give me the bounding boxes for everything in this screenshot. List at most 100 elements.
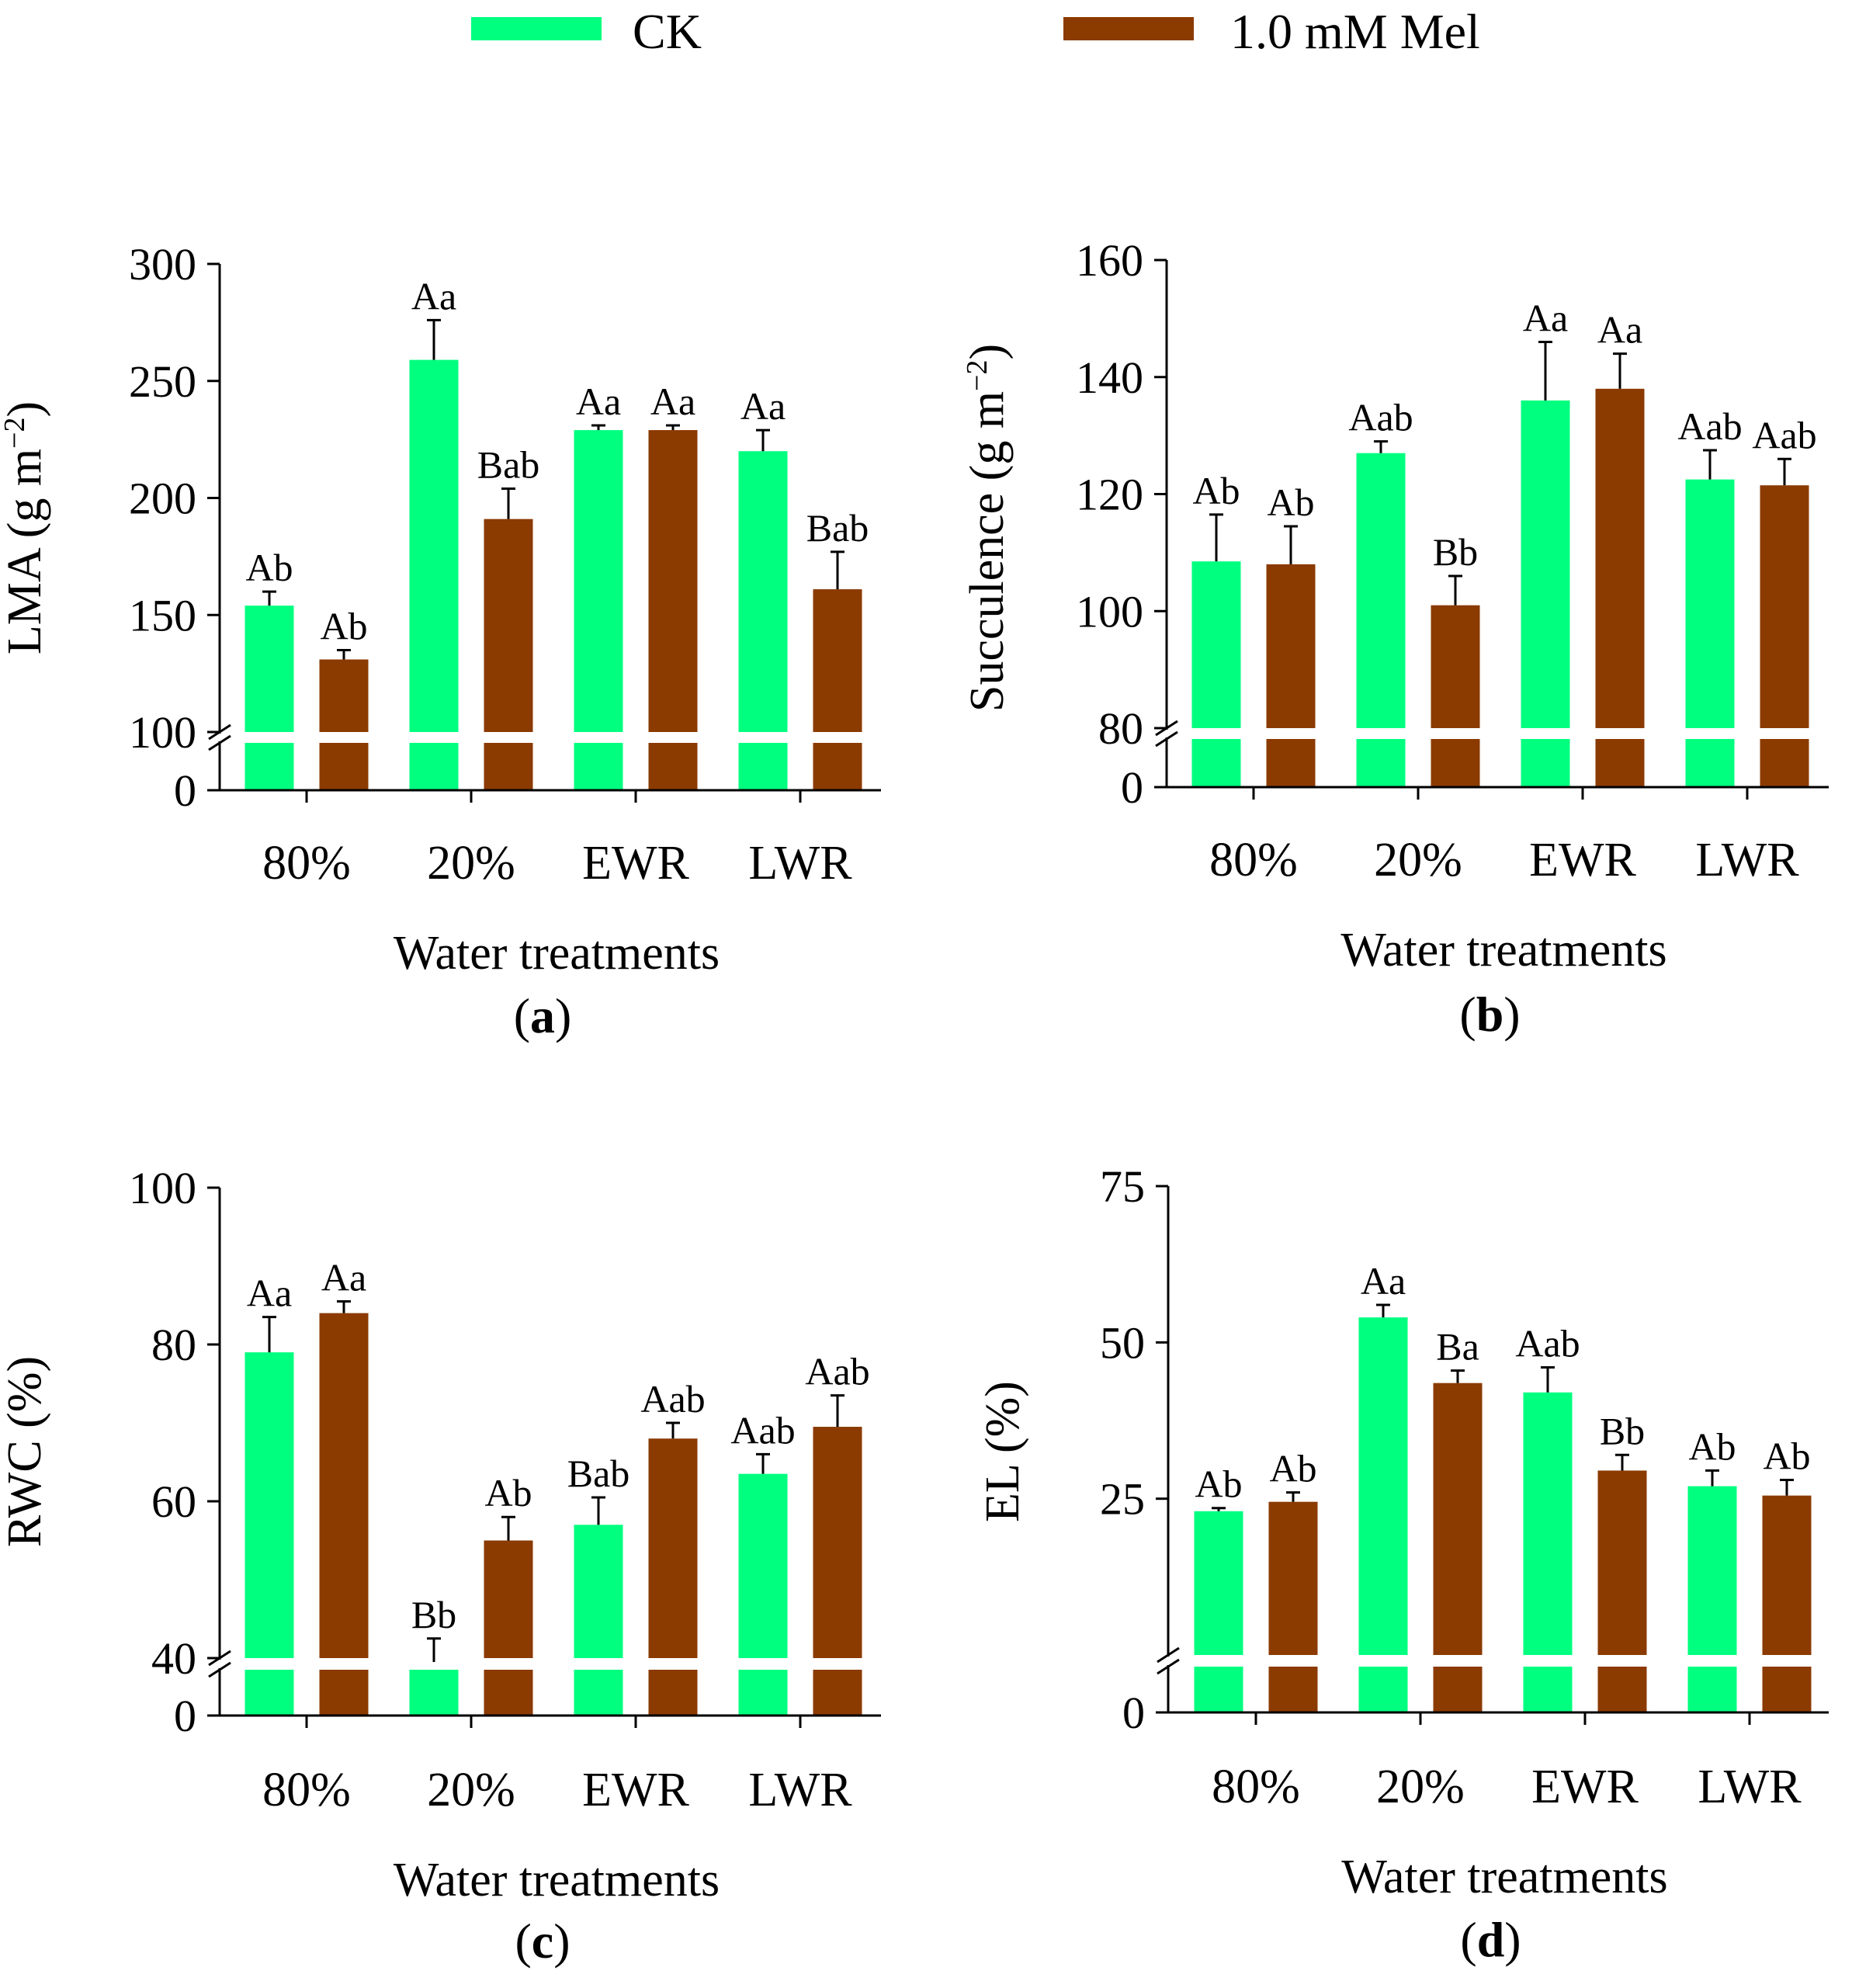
significance-label: Bb [1600,1409,1645,1452]
bar-stub-ck [1356,739,1406,787]
bar-mel [1597,1470,1647,1655]
bar-mel [484,519,533,732]
bar-mel [1762,1495,1812,1655]
significance-label: Aa [740,384,786,428]
bar-ck [738,451,788,732]
axis-break-mark [208,734,231,751]
legend-label-mel: 1.0 mM Mel [1230,4,1480,59]
bar-stub-ck [738,1670,788,1716]
bar-ck [574,430,623,732]
significance-label: Aa [576,380,621,423]
y-tick-label-zero: 0 [174,1691,196,1741]
y-tick-label: 80 [151,1320,196,1370]
bar-mel [1431,605,1480,728]
x-tick-label: 80% [1212,1761,1300,1813]
axis-break-mark [1157,1658,1180,1675]
significance-label: Aa [1597,308,1642,352]
significance-label: Ab [1763,1435,1810,1478]
bar-ck [1191,561,1241,728]
x-tick-label: 80% [262,1764,351,1816]
significance-label: Aab [730,1408,795,1452]
y-tick-label: 100 [129,707,196,758]
bar-stub-mel [1268,1667,1318,1712]
chart-panel-a: Ab Aa Aa Aa Ab Bab Aa Bab 100 150 200 250 300 0 80% 20%… [0,239,881,1043]
y-axis-title: LMA (g m−2) [0,401,51,654]
significance-label: Ab [1192,469,1240,512]
y-tick-label: 75 [1100,1161,1145,1212]
x-tick-label: EWR [582,837,689,890]
bar-stub-mel [319,743,369,790]
significance-label: Aab [1348,396,1413,439]
significance-label: Bab [567,1452,630,1495]
significance-label: Ba [1436,1325,1479,1369]
y-axis-title: Succulence (g m−2) [961,344,1014,712]
bar-stub-mel [648,743,698,790]
significance-label: Aa [1361,1259,1406,1303]
bar-stub-mel [484,743,533,790]
bar-mel [319,659,369,732]
x-axis-title: Water treatments [394,1854,720,1906]
significance-label: Aa [650,380,695,423]
x-axis-title: Water treatments [1341,1851,1667,1903]
bar-ck [574,1525,623,1658]
bar-ck [738,1473,788,1658]
bar-stub-ck [245,743,294,790]
axis-break-mark [1155,730,1178,748]
significance-label: Aa [321,1255,366,1299]
bar-stub-ck [409,1670,459,1716]
panel-label: (b) [1459,987,1520,1042]
significance-label: Ab [1269,1447,1316,1490]
bar-stub-ck [1194,1667,1243,1712]
bar-mel [813,1427,862,1658]
significance-label: Ab [1267,481,1314,524]
bar-ck [245,1352,294,1658]
x-tick-label: 20% [427,1764,515,1816]
y-tick-label: 100 [1076,586,1143,637]
bar-mel [813,589,862,732]
bar-stub-ck [738,743,788,790]
bar-stub-ck [1685,739,1735,787]
x-tick-label: EWR [1531,1761,1639,1813]
significance-label: Aa [247,1272,292,1315]
bar-ck [1194,1511,1243,1655]
y-axis-title: EL (%) [976,1381,1029,1522]
y-tick-label-zero: 0 [1121,762,1143,813]
bar-mel [1595,388,1645,728]
bar-stub-mel [1266,739,1316,787]
significance-label: Ab [484,1471,532,1514]
y-tick-label: 200 [129,474,196,524]
y-tick-label: 120 [1076,470,1143,520]
legend-swatch-mel [1063,17,1194,40]
bar-stub-ck [574,743,623,790]
significance-label: Aab [805,1350,869,1393]
bar-ck [1356,453,1406,728]
x-tick-label: LWR [748,837,852,890]
chart-panel-b: Ab Aab Aa Aab Ab Bb Aa Aab 80 100 120 140 160 0 80% 20%… [961,235,1829,1042]
axis-break-mark [1157,1646,1180,1664]
bar-ck [1523,1392,1573,1655]
bar-stub-ck [245,1670,294,1716]
bar-ck [1521,400,1570,728]
x-tick-label: 20% [427,837,515,890]
significance-label: Ab [1195,1462,1242,1506]
legend-swatch-ck [471,17,602,40]
bar-mel [648,1438,698,1658]
bar-stub-ck [574,1670,623,1716]
bar-mel [1268,1501,1318,1655]
panel-label: (c) [515,1913,570,1969]
x-tick-label: EWR [1529,834,1636,886]
x-tick-label: 20% [1374,834,1462,886]
y-axis-title: RWC (%) [0,1356,51,1547]
x-tick-label: LWR [1695,834,1799,886]
y-tick-label: 60 [151,1476,196,1527]
y-tick-label: 100 [129,1163,196,1213]
y-tick-label: 160 [1076,235,1143,286]
significance-label: Bb [1433,530,1478,574]
axis-break-mark [208,1661,231,1678]
bar-mel [1760,485,1809,728]
significance-label: Ab [320,604,367,647]
bar-stub-mel [813,1670,862,1716]
y-tick-label: 50 [1100,1317,1145,1368]
